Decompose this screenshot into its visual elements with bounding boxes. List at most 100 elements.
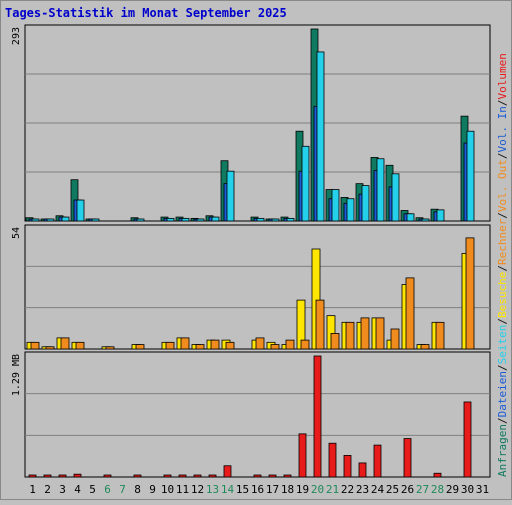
- x-tick-label-day-22: 22: [341, 483, 354, 496]
- bar-seiten-day-19: [301, 145, 310, 222]
- x-tick-label-day-10: 10: [161, 483, 174, 496]
- x-tick-label-day-25: 25: [386, 483, 399, 496]
- bar-rechner-day-16: [255, 337, 265, 350]
- bar-seiten-day-8: [136, 218, 145, 222]
- x-tick-label-day-6: 6: [104, 483, 111, 496]
- bar-seiten-day-10: [166, 217, 175, 222]
- bar-rechner-day-3: [60, 337, 70, 350]
- panel-bottom-frame: [24, 351, 491, 478]
- panel-middle: 54: [11, 224, 491, 350]
- bar-seiten-day-4: [76, 199, 85, 222]
- bar-volumen-day-12: [193, 474, 202, 478]
- x-tick-label-day-26: 26: [401, 483, 414, 496]
- bar-rechner-day-27: [420, 344, 430, 350]
- bar-rechner-day-24: [375, 317, 385, 350]
- right-legend: Anfragen/Dateien/Seiten/Besuche/Rechner/…: [496, 53, 509, 477]
- x-tick-label-day-8: 8: [134, 483, 141, 496]
- panel-top-max-label: 293: [11, 27, 22, 45]
- bar-volumen-day-10: [163, 474, 172, 478]
- bar-volumen-day-21: [328, 442, 337, 478]
- bar-seiten-day-21: [331, 189, 340, 222]
- bar-volumen-day-2: [43, 474, 52, 478]
- bar-rechner-day-25: [390, 328, 400, 350]
- bar-volumen-day-19: [298, 433, 307, 478]
- bar-volumen-day-28: [433, 472, 442, 478]
- x-tick-label-day-18: 18: [281, 483, 294, 496]
- bar-volumen-day-8: [133, 474, 142, 478]
- legend-entry-4: Seiten: [496, 325, 509, 365]
- x-tick-label-day-4: 4: [74, 483, 81, 496]
- bar-volumen-day-24: [373, 444, 382, 478]
- x-tick-label-day-24: 24: [371, 483, 385, 496]
- legend-entry-9: /: [496, 212, 509, 219]
- legend-entry-7: /: [496, 265, 509, 272]
- x-tick-label-day-9: 9: [149, 483, 156, 496]
- x-tick-label-day-28: 28: [431, 483, 444, 496]
- bar-volumen-day-14: [223, 465, 232, 478]
- bar-seiten-day-2: [46, 218, 55, 222]
- legend-entry-10: Vol. Out: [496, 159, 509, 212]
- x-tick-label-day-14: 14: [221, 483, 235, 496]
- bar-seiten-day-16: [256, 217, 265, 222]
- legend-entry-13: /: [496, 99, 509, 106]
- bar-rechner-day-10: [165, 341, 175, 350]
- legend-entry-5: /: [496, 318, 509, 325]
- x-tick-label-day-13: 13: [206, 483, 219, 496]
- bar-seiten-day-27: [421, 218, 430, 222]
- x-tick-label-day-12: 12: [191, 483, 204, 496]
- legend-entry-8: Rechner: [496, 218, 509, 265]
- bar-rechner-day-26: [405, 277, 415, 350]
- bar-seiten-day-12: [196, 218, 205, 222]
- x-tick-label-day-5: 5: [89, 483, 96, 496]
- bar-rechner-day-4: [75, 341, 85, 350]
- legend-entry-12: Vol. In: [496, 106, 509, 152]
- x-tick-label-day-15: 15: [236, 483, 249, 496]
- x-tick-label-day-30: 30: [461, 483, 474, 496]
- bar-seiten-day-1: [31, 218, 40, 222]
- bar-rechner-day-21: [330, 333, 340, 350]
- x-tick-label-day-29: 29: [446, 483, 459, 496]
- bar-volumen-day-3: [58, 474, 67, 478]
- bar-seiten-day-11: [181, 217, 190, 222]
- x-tick-label-day-7: 7: [119, 483, 126, 496]
- bar-volumen-day-20: [313, 355, 322, 478]
- panel-bottom-max-label: 1.29 MB: [11, 354, 22, 396]
- bar-seiten-day-24: [376, 158, 385, 222]
- x-tick-label-day-16: 16: [251, 483, 264, 496]
- bar-rechner-day-8: [135, 344, 145, 350]
- bar-seiten-day-28: [436, 209, 445, 222]
- bar-volumen-day-23: [358, 462, 367, 478]
- bar-seiten-day-23: [361, 185, 370, 222]
- chart-panels: 293 54 1.29 MB: [11, 24, 491, 478]
- bar-rechner-day-17: [270, 344, 280, 350]
- bar-volumen-day-22: [343, 455, 352, 478]
- bar-volumen-day-6: [103, 474, 112, 478]
- x-tick-label-day-20: 20: [311, 483, 324, 496]
- bar-seiten-day-30: [466, 130, 475, 222]
- x-tick-label-day-23: 23: [356, 483, 369, 496]
- bar-seiten-day-22: [346, 198, 355, 222]
- bar-seiten-day-20: [316, 51, 325, 222]
- bar-seiten-day-25: [391, 173, 400, 222]
- bar-volumen-day-16: [253, 474, 262, 478]
- right-legend-text: Anfragen/Dateien/Seiten/Besuche/Rechner/…: [496, 53, 509, 477]
- chart-title: Tages-Statistik im Monat September 2025: [5, 6, 287, 20]
- panel-top: 293: [11, 24, 491, 222]
- bar-volumen-day-4: [73, 473, 82, 478]
- legend-entry-2: Dateien: [496, 371, 509, 417]
- legend-entry-11: /: [496, 152, 509, 159]
- x-tick-label-day-31: 31: [476, 483, 489, 496]
- bar-seiten-day-18: [286, 217, 295, 222]
- bar-rechner-day-6: [105, 346, 115, 350]
- bar-rechner-day-2: [45, 346, 55, 350]
- bar-volumen-day-18: [283, 474, 292, 478]
- bar-volumen-day-26: [403, 438, 412, 478]
- panel-bottom: 1.29 MB: [11, 351, 491, 478]
- legend-entry-6: Besuche: [496, 272, 509, 318]
- bar-rechner-day-14: [225, 341, 235, 350]
- bar-volumen-day-11: [178, 474, 187, 478]
- bar-rechner-day-20: [315, 299, 325, 350]
- bar-rechner-day-28: [435, 321, 445, 350]
- x-tick-label-day-3: 3: [59, 483, 66, 496]
